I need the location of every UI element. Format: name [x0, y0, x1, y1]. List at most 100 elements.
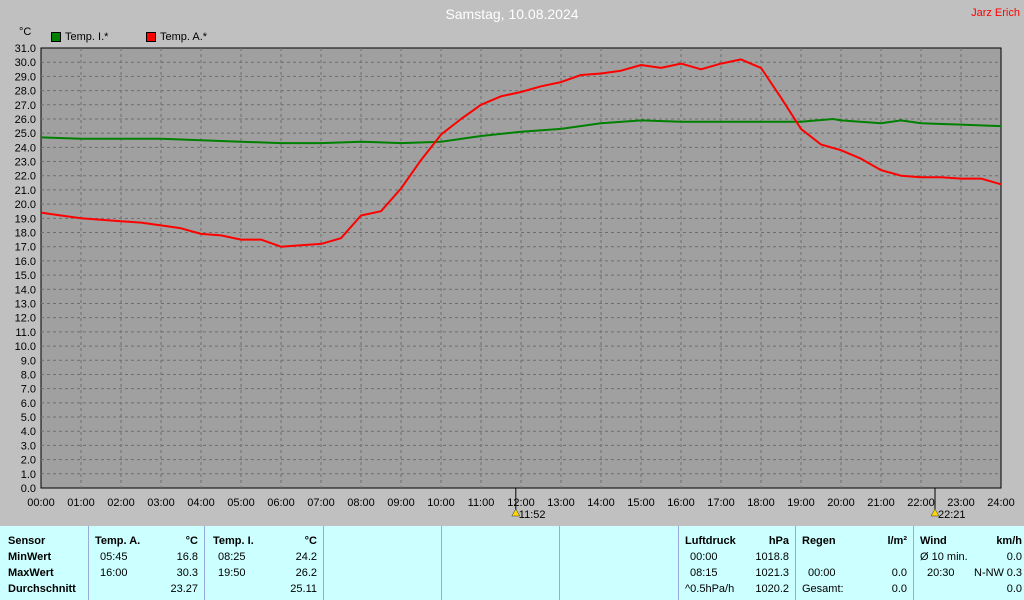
- y-tick-label: 28.0: [15, 86, 36, 98]
- y-tick-label: 21.0: [15, 185, 36, 197]
- y-tick-label: 2.0: [21, 455, 36, 467]
- y-tick-label: 17.0: [15, 242, 36, 254]
- temp-a-header: Temp. A.: [95, 535, 141, 547]
- pressure-unit: hPa: [768, 535, 789, 547]
- y-tick-label: 0.0: [21, 483, 36, 495]
- y-tick-label: 4.0: [21, 426, 36, 438]
- temp-a-avg-value: 23.27: [170, 583, 198, 595]
- y-tick-label: 1.0: [21, 469, 36, 481]
- x-tick-label: 02:00: [107, 497, 135, 509]
- x-tick-label: 09:00: [387, 497, 415, 509]
- wind-avg-label: Ø 10 min.: [920, 551, 968, 563]
- grid-lines: [41, 48, 1001, 488]
- x-tick-label: 22:00: [907, 497, 935, 509]
- temp-i-header: Temp. I.: [213, 535, 254, 547]
- x-tick-label: 18:00: [747, 497, 775, 509]
- rain-header: Regen: [802, 535, 836, 547]
- y-tick-label: 22.0: [15, 171, 36, 183]
- rain-r2-time: 00:00: [808, 567, 836, 579]
- marker-time-label: 11:52: [519, 509, 546, 521]
- temp-i-unit: °C: [304, 535, 317, 547]
- x-tick-label: 03:00: [147, 497, 175, 509]
- x-tick-label: 12:00: [507, 497, 535, 509]
- x-tick-label: 21:00: [867, 497, 895, 509]
- chart-title: Samstag, 10.08.2024: [445, 6, 579, 22]
- x-tick-label: 01:00: [67, 497, 95, 509]
- legend-item-temp-a: Temp. A.*: [146, 31, 207, 43]
- x-tick-label: 04:00: [187, 497, 215, 509]
- stats-col-pressure: Luftdruck hPa 00:00 1018.8 08:15 1021.3 …: [679, 526, 796, 600]
- temp-i-min-time: 08:25: [218, 551, 246, 563]
- y-tick-label: 10.0: [15, 341, 36, 353]
- rain-total-value: 0.0: [891, 583, 907, 595]
- sensor-header: Sensor: [8, 535, 46, 547]
- y-tick-label: 9.0: [21, 355, 36, 367]
- y-tick-label: 20.0: [15, 199, 36, 211]
- y-tick-label: 23.0: [15, 157, 36, 169]
- y-tick-label: 25.0: [15, 128, 36, 140]
- x-tick-label: 16:00: [667, 497, 695, 509]
- y-axis-ticks: 0.0 1.0 2.0 3.0 4.0 5.0 6.0 7.0 8.0 9.0 10.0 11.0 12…: [15, 43, 36, 495]
- wind-gust-value: 0.3: [1006, 567, 1022, 579]
- pressure-r2-value: 1021.3: [755, 567, 789, 579]
- wind-unit: km/h: [996, 535, 1022, 547]
- x-tick-label: 13:00: [547, 497, 575, 509]
- legend-label-temp-a: Temp. A.*: [160, 31, 208, 43]
- rain-unit: l/m²: [887, 535, 907, 547]
- stats-col-rain: Regen l/m² 00:00 0.0 Gesamt: 0.0: [796, 526, 914, 600]
- stats-col-empty-3: [560, 526, 679, 600]
- x-tick-label: 10:00: [427, 497, 455, 509]
- pressure-header: Luftdruck: [685, 535, 736, 547]
- y-tick-label: 15.0: [15, 270, 36, 282]
- temp-a-max-value: 30.3: [176, 567, 198, 579]
- x-tick-label: 17:00: [707, 497, 735, 509]
- x-tick-label: 00:00: [27, 497, 55, 509]
- y-tick-label: 3.0: [21, 440, 36, 452]
- durchschnitt-label: Durchschnitt: [8, 583, 76, 595]
- temp-i-max-time: 19:50: [218, 567, 246, 579]
- temp-a-min-time: 05:45: [100, 551, 128, 563]
- x-axis-ticks: 00:00 01:00 02:00 03:00 04:00 05:00 06:00 07:00…: [27, 497, 1015, 509]
- author-label: Jarz Erich: [971, 7, 1020, 19]
- y-tick-label: 29.0: [15, 71, 36, 83]
- stats-col-temp-a: Temp. A. °C 05:45 16.8 16:00 30.3 23.27: [89, 526, 205, 600]
- pressure-r3-value: 1020.2: [755, 583, 789, 595]
- sunset-icon: [930, 508, 940, 517]
- stats-col-sensor: Sensor MinWert MaxWert Durchschnitt: [0, 526, 89, 600]
- time-markers: 11:52 22:21: [511, 488, 966, 521]
- y-tick-label: 6.0: [21, 398, 36, 410]
- x-tick-label: 19:00: [787, 497, 815, 509]
- series-line-temp-i: [40, 118, 1002, 145]
- x-tick-label: 15:00: [627, 497, 655, 509]
- series-line-temp-a: [40, 58, 1002, 248]
- y-tick-label: 19.0: [15, 213, 36, 225]
- marker-time-label: 22:21: [938, 509, 966, 521]
- legend-swatch-temp-a: [146, 32, 156, 42]
- y-tick-label: 27.0: [15, 100, 36, 112]
- temp-i-min-value: 24.2: [295, 551, 317, 563]
- x-tick-label: 05:00: [227, 497, 255, 509]
- y-tick-label: 31.0: [15, 43, 36, 55]
- y-tick-label: 11.0: [15, 327, 36, 339]
- y-tick-label: 7.0: [21, 384, 36, 396]
- maxwert-label: MaxWert: [8, 567, 54, 579]
- minwert-label: MinWert: [8, 551, 52, 563]
- y-tick-label: 18.0: [15, 228, 36, 240]
- temp-a-max-time: 16:00: [100, 567, 128, 579]
- y-tick-label: 13.0: [15, 298, 36, 310]
- wind-r3-value: 0.0: [1006, 583, 1022, 595]
- x-tick-label: 24:00: [987, 497, 1015, 509]
- legend-label-temp-i: Temp. I.*: [65, 31, 109, 43]
- stats-col-temp-i: Temp. I. °C 08:25 24.2 19:50 26.2 25.11: [205, 526, 324, 600]
- y-tick-label: 26.0: [15, 114, 36, 126]
- x-tick-label: 06:00: [267, 497, 295, 509]
- wind-avg-value: 0.0: [1006, 551, 1022, 563]
- temp-i-avg-value: 25.11: [290, 583, 317, 595]
- wind-gust-direction: N-NW: [974, 567, 1004, 579]
- x-tick-label: 07:00: [307, 497, 335, 509]
- stats-col-empty-2: [442, 526, 560, 600]
- x-tick-label: 14:00: [587, 497, 615, 509]
- pressure-r1-time: 00:00: [690, 551, 718, 563]
- rain-r2-value: 0.0: [891, 567, 907, 579]
- temp-a-min-value: 16.8: [176, 551, 198, 563]
